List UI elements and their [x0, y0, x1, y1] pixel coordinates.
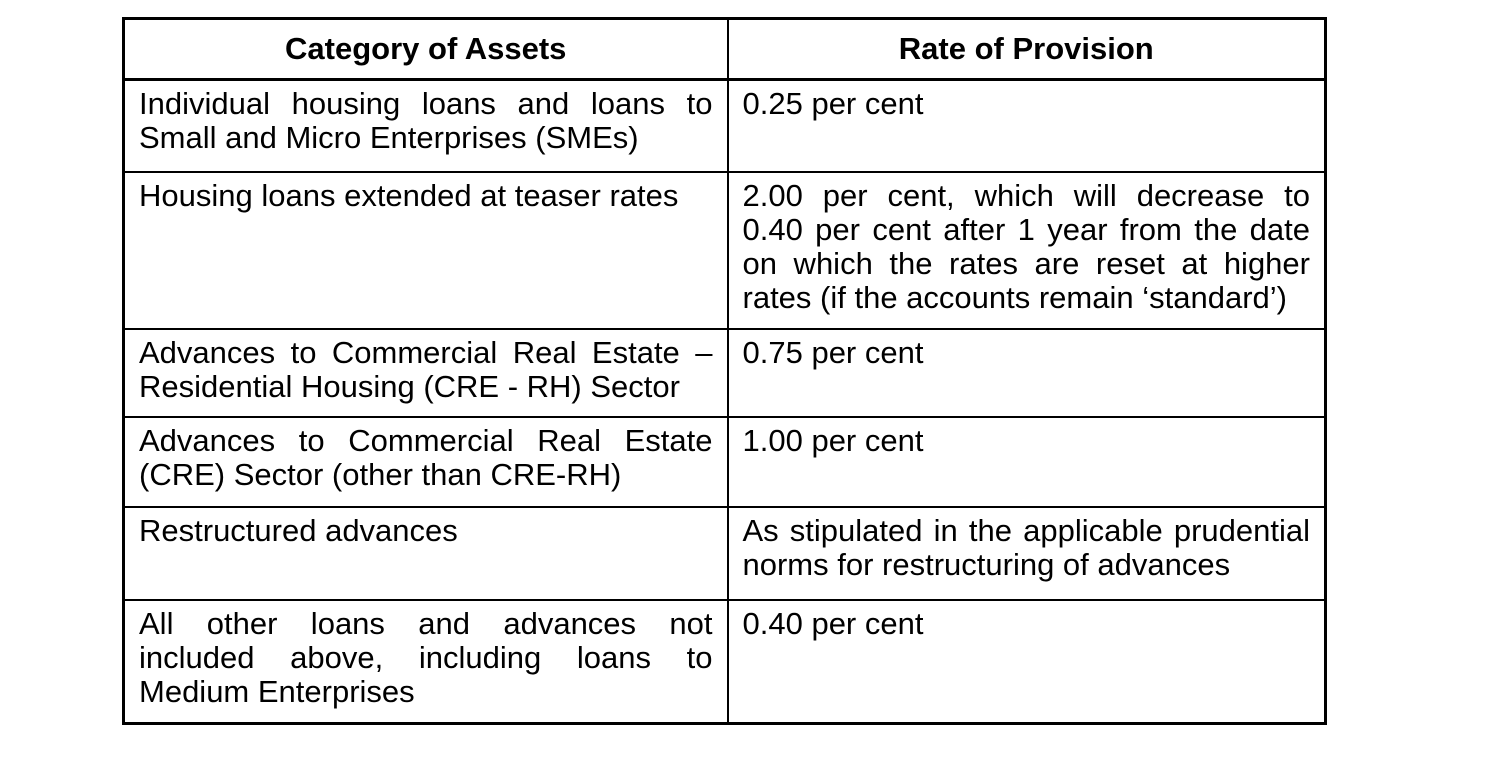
table-row: Restructured advances As stipulated in t… — [122, 505, 1327, 601]
column-header-rate: Rate of Provision — [726, 17, 1327, 81]
rate-cell: 1.00 per cent — [726, 415, 1327, 508]
rate-cell: 0.40 per cent — [726, 598, 1327, 725]
category-cell: Individual housing loans and loans to Sm… — [122, 78, 729, 173]
column-header-category: Category of Assets — [122, 17, 729, 81]
table-row: Advances to Commercial Real Estate (CRE)… — [122, 415, 1327, 508]
table-row: Housing loans extended at teaser rates 2… — [122, 170, 1327, 330]
rate-cell: 0.25 per cent — [726, 78, 1327, 173]
table-row: Advances to Commercial Real Estate – Res… — [122, 327, 1327, 418]
category-cell: Restructured advances — [122, 505, 729, 601]
table-header-row: Category of Assets Rate of Provision — [122, 17, 1327, 81]
table-row: All other loans and advances not include… — [122, 598, 1327, 725]
rate-cell: 2.00 per cent, which will decrease to 0.… — [726, 170, 1327, 330]
category-cell: Advances to Commercial Real Estate (CRE)… — [122, 415, 729, 508]
rate-cell: 0.75 per cent — [726, 327, 1327, 418]
provision-rates-table: Category of Assets Rate of Provision Ind… — [122, 17, 1327, 725]
table-row: Individual housing loans and loans to Sm… — [122, 78, 1327, 173]
rate-cell: As stipulated in the applicable prudenti… — [726, 505, 1327, 601]
category-cell: All other loans and advances not include… — [122, 598, 729, 725]
category-cell: Housing loans extended at teaser rates — [122, 170, 729, 330]
category-cell: Advances to Commercial Real Estate – Res… — [122, 327, 729, 418]
